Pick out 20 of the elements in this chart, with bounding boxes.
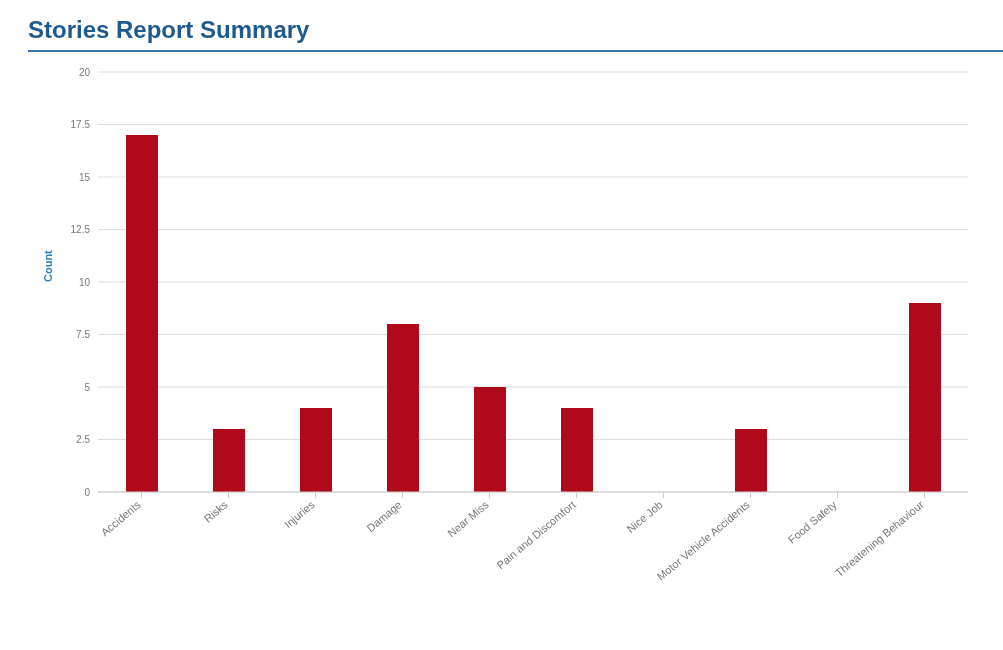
bar	[213, 429, 245, 492]
bar	[300, 408, 332, 492]
y-tick-label: 7.5	[76, 329, 91, 341]
y-axis-title: Count	[41, 249, 54, 282]
bar	[474, 387, 506, 492]
x-tick-label: Nice Job	[624, 498, 665, 536]
y-tick-label: 15	[78, 171, 91, 183]
bar	[126, 135, 158, 492]
bar	[561, 408, 593, 492]
y-tick-label: 17.5	[70, 119, 91, 131]
y-tick-label: 12.5	[70, 224, 91, 236]
y-tick-label: 20	[78, 66, 91, 78]
chart-title: Stories Report Summary	[28, 16, 1003, 52]
y-tick-label: 2.5	[76, 434, 91, 446]
y-tick-label: 5	[84, 381, 91, 393]
bar	[909, 303, 941, 492]
y-tick-label: 0	[84, 486, 91, 498]
bar	[387, 324, 419, 492]
y-tick-label: 10	[78, 276, 91, 288]
bar	[735, 429, 767, 492]
